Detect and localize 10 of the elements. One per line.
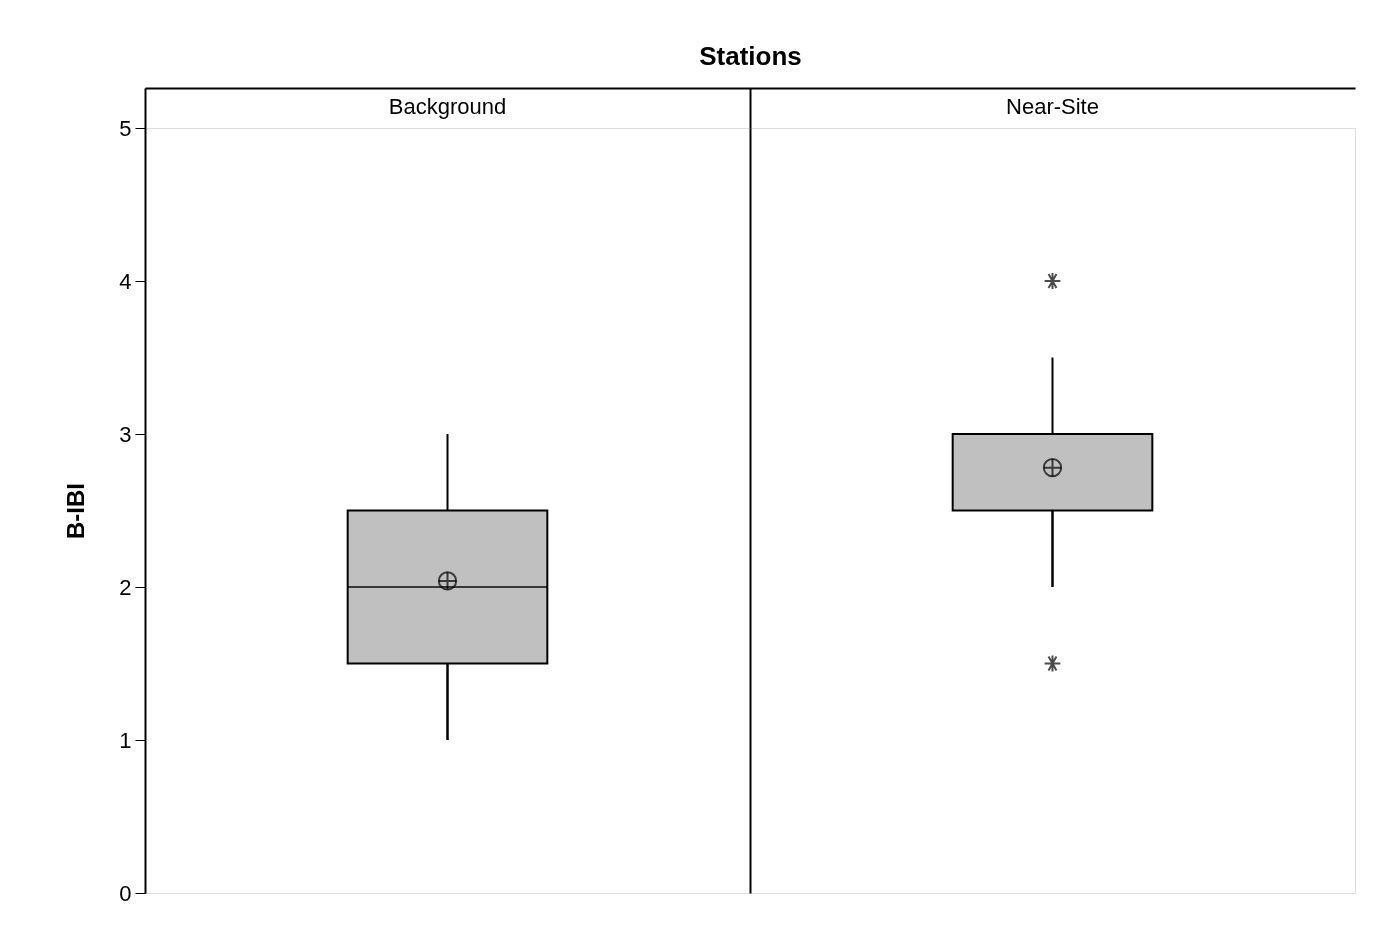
y-tick-label: 5 <box>119 115 132 141</box>
y-tick-label: 1 <box>119 727 132 753</box>
y-tick-label: 3 <box>119 421 132 447</box>
x-axis-title: Stations <box>699 40 802 71</box>
x-tick-label: Background <box>388 93 507 119</box>
y-axis-title: B-IBI <box>62 483 90 539</box>
x-tick-label: Near-Site <box>1006 93 1099 119</box>
y-tick-label: 4 <box>119 268 132 294</box>
y-tick-label: 0 <box>119 880 132 906</box>
y-tick-label: 2 <box>119 574 132 600</box>
